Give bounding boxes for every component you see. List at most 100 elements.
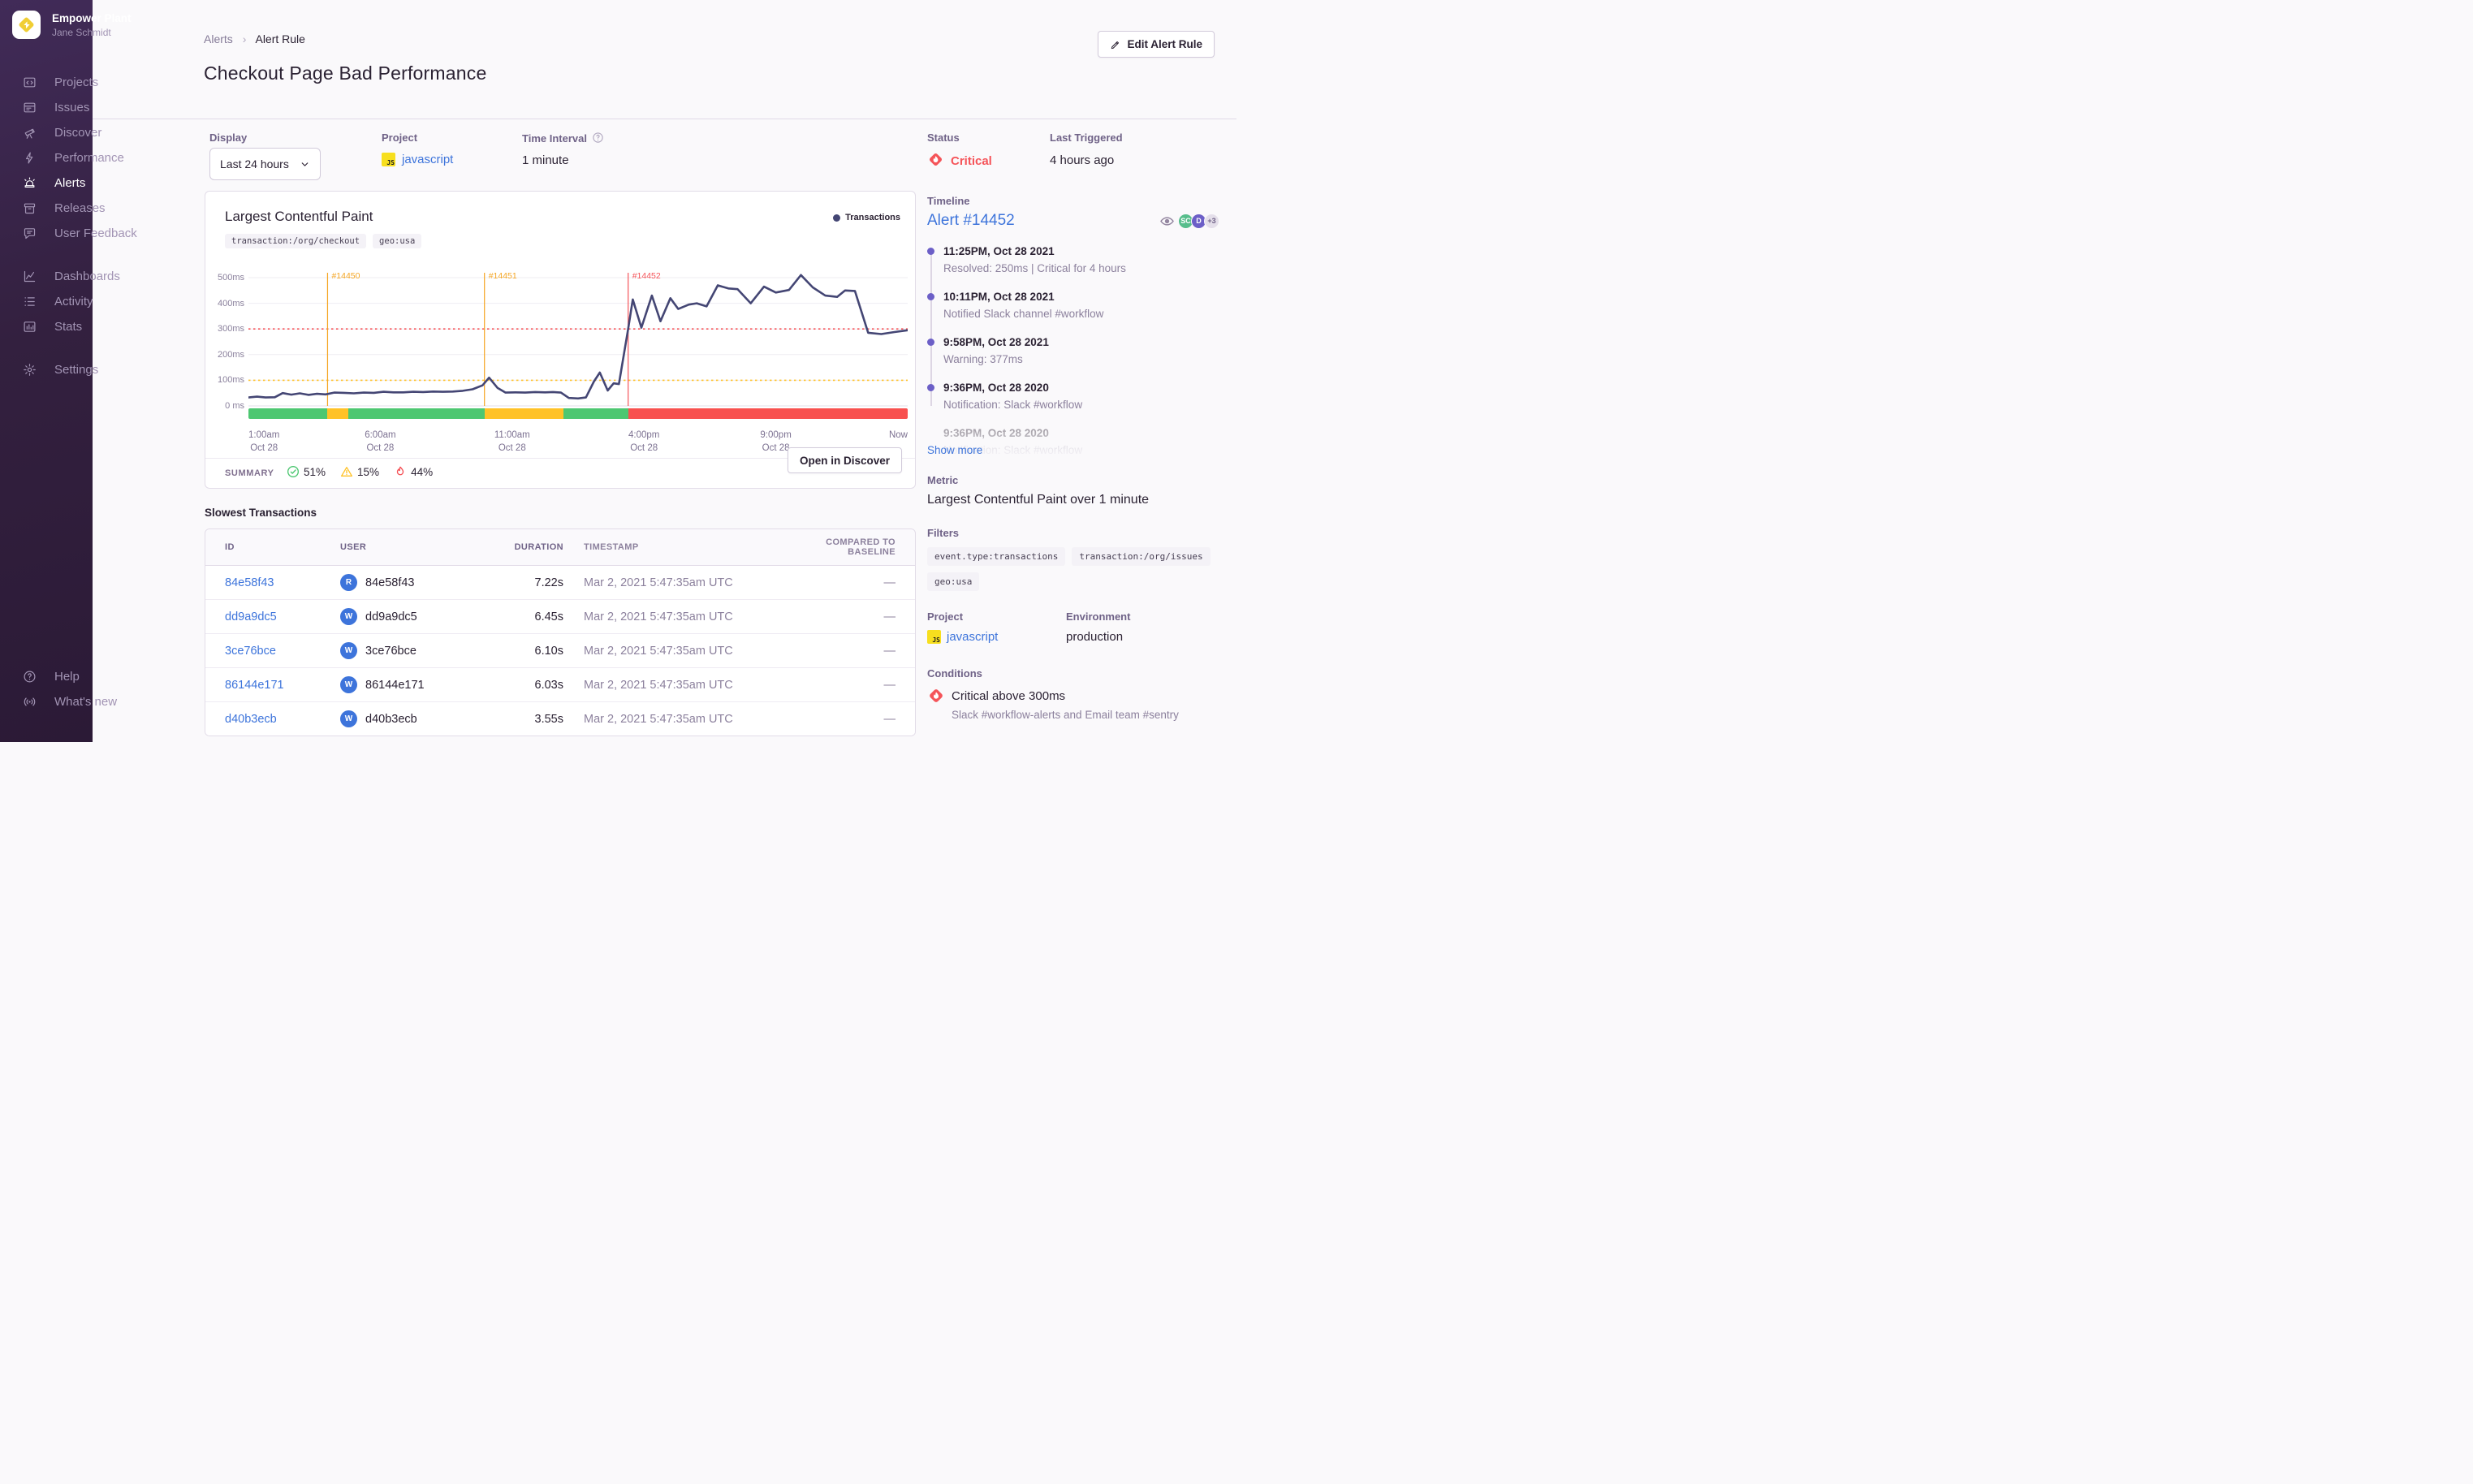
javascript-platform-icon: JS [382, 153, 395, 166]
sidebar-item-what-s-new[interactable]: What's new [0, 689, 117, 714]
project-column: Project JS javascript [927, 610, 998, 644]
user-feedback-icon [0, 226, 54, 240]
chart-tag: transaction:/org/checkout [225, 234, 367, 248]
open-in-discover-button[interactable]: Open in Discover [787, 447, 902, 473]
org-switcher[interactable]: Empower Plant Jane Schmidt [0, 0, 132, 57]
incident-label[interactable]: #14452 [632, 271, 661, 281]
project-detail-label: Project [927, 610, 964, 623]
conditions-label: Conditions [927, 667, 982, 679]
projects-icon [0, 75, 54, 89]
last-triggered-value: 4 hours ago [1050, 153, 1115, 167]
sidebar-item-issues[interactable]: Issues [0, 95, 93, 120]
baseline-cell: — [883, 678, 896, 692]
summary-bar: SUMMARY 51% 15% 44% Open in Discover [205, 447, 915, 488]
event-description: Resolved: 250ms | Critical for 4 hours [943, 262, 1126, 274]
show-more-link[interactable]: Show more [927, 444, 983, 456]
baseline-cell: — [883, 610, 896, 623]
transaction-id-link[interactable]: 84e58f43 [225, 576, 274, 589]
avatar: +3 [1204, 213, 1219, 229]
event-time: 9:58PM, Oct 28 2021 [943, 336, 1049, 348]
environment-label: Environment [1066, 610, 1131, 623]
breadcrumb-alerts[interactable]: Alerts [204, 32, 233, 45]
table-row: 3ce76bce W 3ce76bce 6.10s Mar 2, 2021 5:47:3… [205, 634, 915, 668]
table-body: 84e58f43 R 84e58f43 7.22s Mar 2, 2021 5:47:3… [205, 566, 915, 736]
event-description: Notification: Slack #workflow [943, 399, 1083, 411]
duration-cell: 7.22s [534, 576, 563, 589]
baseline-cell: — [883, 576, 896, 589]
alert-number-link[interactable]: Alert #14452 [927, 212, 1015, 229]
baseline-cell: — [883, 712, 896, 726]
transaction-id-link[interactable]: d40b3ecb [225, 712, 277, 726]
timeline-event: 10:11PM, Oct 28 2021 Notified Slack chann… [927, 290, 1219, 321]
question-circle-icon[interactable] [592, 132, 604, 144]
timeline-bullet [927, 384, 934, 391]
column-header-duration: DURATION [514, 542, 563, 552]
lcp-chart-card: Largest Contentful Paint transaction:/or… [205, 191, 916, 489]
duration-cell: 6.45s [534, 610, 563, 623]
summary-warning: 15% [340, 465, 379, 478]
column-header-id: ID [225, 542, 235, 552]
user-cell: W 3ce76bce [340, 642, 503, 659]
filter-pill: geo:usa [927, 572, 980, 591]
project-detail-value: JS javascript [927, 630, 998, 644]
summary-fire: 44% [394, 465, 433, 478]
sidebar-nav: Projects Issues Discover Performance Alerts R… [0, 70, 137, 382]
avatar: W [340, 710, 357, 727]
avatar-stack: SC D +3 [1178, 213, 1219, 229]
metric-label: Metric [927, 474, 959, 486]
x-axis-tick: Now [888, 430, 908, 440]
column-header-compared-to-baseline: COMPARED TO BASELINE [826, 537, 896, 557]
incident-label[interactable]: #14450 [331, 271, 360, 281]
incident-status-strip [248, 408, 908, 419]
sidebar-item-settings[interactable]: Settings [0, 357, 98, 382]
sidebar-item-discover[interactable]: Discover [0, 120, 101, 145]
sidebar-item-performance[interactable]: Performance [0, 145, 124, 170]
sidebar-item-dashboards[interactable]: Dashboards [0, 264, 120, 289]
org-logo-icon [19, 17, 34, 32]
sidebar: Empower Plant Jane Schmidt Projects Issue… [0, 0, 137, 742]
alert-row: Alert #14452 SC D +3 [927, 212, 1219, 230]
display-select[interactable]: Last 24 hours [209, 148, 321, 180]
baseline-cell: — [883, 644, 896, 658]
chart-tag: geo:usa [373, 234, 422, 248]
project-link[interactable]: javascript [402, 153, 454, 166]
slowest-transactions-heading: Slowest Transactions [205, 507, 317, 519]
timeline-events: 11:25PM, Oct 28 2021 Resolved: 250ms | Cr… [927, 244, 1219, 458]
y-axis-tick: 0 ms [225, 401, 244, 411]
chart-legend[interactable]: Transactions [833, 213, 900, 222]
condition-title: Critical above 300ms [952, 688, 1066, 703]
seen-by-avatars: SC D +3 [1159, 213, 1219, 229]
event-description: Notified Slack channel #workflow [943, 308, 1104, 320]
incident-label[interactable]: #14451 [489, 271, 517, 281]
edit-alert-rule-button[interactable]: Edit Alert Rule [1098, 31, 1215, 58]
project-detail-link[interactable]: javascript [947, 630, 999, 644]
avatar: W [340, 676, 357, 693]
avatar: W [340, 642, 357, 659]
environment-value: production [1066, 630, 1124, 644]
sidebar-item-user-feedback[interactable]: User Feedback [0, 221, 137, 246]
display-select-value: Last 24 hours [220, 157, 289, 170]
timeline-bullet [927, 339, 934, 346]
sidebar-item-projects[interactable]: Projects [0, 70, 98, 95]
sidebar-item-stats[interactable]: Stats [0, 314, 93, 339]
sidebar-item-help[interactable]: Help [0, 664, 93, 689]
sidebar-item-releases[interactable]: Releases [0, 196, 106, 221]
sidebar-footer-nav: Help What's new [0, 664, 117, 714]
javascript-platform-icon: JS [927, 630, 941, 644]
time-interval-value: 1 minute [522, 153, 569, 167]
last-triggered-label: Last Triggered [1050, 132, 1123, 144]
critical-fire-diamond-icon [927, 151, 944, 171]
transaction-id-link[interactable]: dd9a9dc5 [225, 610, 277, 623]
timeline-event: 11:25PM, Oct 28 2021 Resolved: 250ms | Cr… [927, 244, 1219, 276]
avatar: R [340, 574, 357, 591]
edit-alert-rule-label: Edit Alert Rule [1127, 38, 1202, 50]
timeline-label: Timeline [927, 195, 970, 207]
sidebar-item-alerts[interactable]: Alerts [0, 170, 93, 196]
transaction-id-link[interactable]: 86144e171 [225, 678, 284, 692]
sidebar-item-activity[interactable]: Activity [0, 289, 93, 314]
transaction-id-link[interactable]: 3ce76bce [225, 644, 276, 658]
status-strip-segment-ok [348, 408, 485, 419]
